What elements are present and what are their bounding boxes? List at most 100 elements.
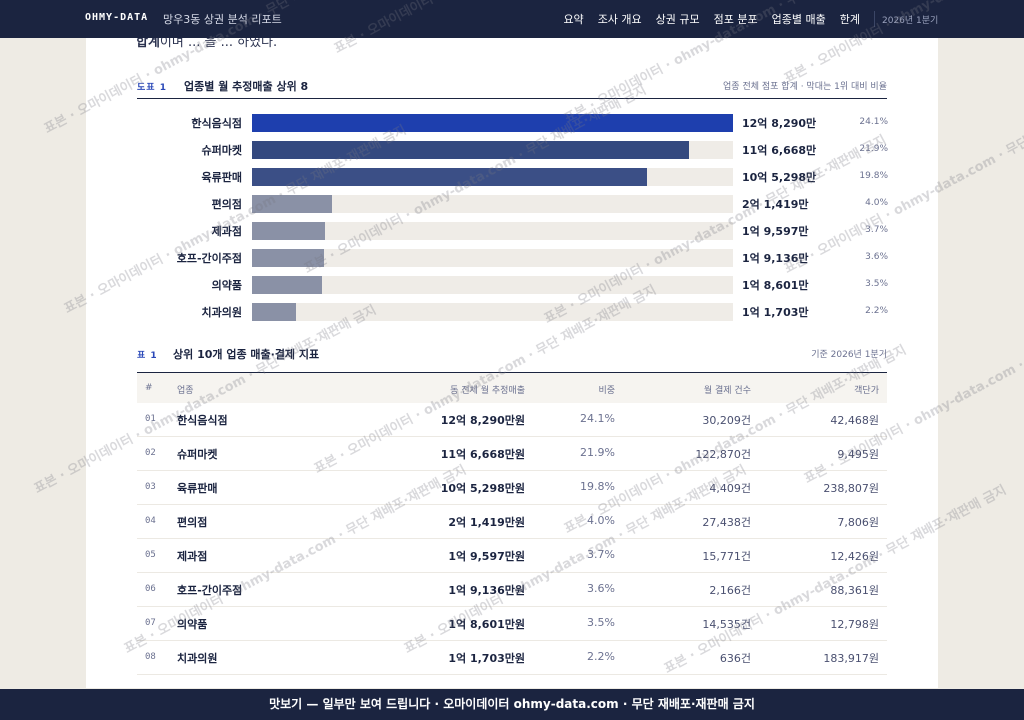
nav-menu: 요약 조사 개요 상권 규모 점포 분포 업종별 매출 한계 — [563, 11, 860, 27]
industry-name: 제과점 — [177, 550, 208, 563]
bar — [252, 195, 332, 213]
payment-count: 4,409건 — [709, 482, 751, 495]
figure1-header: 도표 1 업종별 월 추정매출 상위 8 업종 전체 점포 합계 · 막대는 1… — [137, 76, 887, 99]
bar-track — [252, 168, 733, 186]
payment-count: 2,166건 — [709, 584, 751, 597]
nav-item-market-size[interactable]: 상권 규모 — [655, 13, 700, 26]
table1-title: 상위 10개 업종 매출·결제 지표 — [173, 348, 320, 361]
row-number: 03 — [145, 482, 156, 492]
table-row: 01 한식음식점 12억 8,290만원 24.1% 30,209건 42,468원 — [137, 402, 887, 437]
row-number: 06 — [145, 584, 156, 594]
nav-item-store-distribution[interactable]: 점포 분포 — [713, 13, 758, 26]
industry-name: 치과의원 — [177, 652, 218, 665]
bar-label: 호프-간이주점 — [176, 252, 242, 265]
average-ticket: 42,468원 — [830, 414, 879, 427]
sales-share: 4.0% — [587, 514, 615, 527]
payment-count: 27,438건 — [702, 516, 751, 529]
report-page: 합계이며 ... 을 ... 하였다. 도표 1 업종별 월 추정매출 상위 8… — [86, 38, 938, 688]
sales-share: 19.8% — [580, 480, 615, 493]
bar — [252, 303, 296, 321]
nav-item-sales-by-industry[interactable]: 업종별 매출 — [771, 13, 826, 26]
bar-label: 편의점 — [211, 198, 242, 211]
bar-share-label: 3.5% — [865, 279, 888, 289]
report-title: 망우3동 상권 분석 리포트 — [163, 13, 282, 26]
table-row: 05 제과점 1억 9,597만원 3.7% 15,771건 12,426원 — [137, 538, 887, 573]
bar-value-label: 1억 8,601만 — [742, 279, 809, 292]
payment-count: 15,771건 — [702, 550, 751, 563]
col-header-sales: 동 전체 월 추정매출 — [450, 386, 525, 396]
bar-value-label: 1억 1,703만 — [742, 306, 809, 319]
average-ticket: 183,917원 — [823, 652, 879, 665]
bar-value-label: 10억 5,298만 — [742, 171, 817, 184]
row-number: 02 — [145, 448, 156, 458]
bar-value-label: 1억 9,597만 — [742, 225, 809, 238]
payment-count: 122,870건 — [695, 448, 751, 461]
bar-track — [252, 249, 733, 267]
bar-share-label: 4.0% — [865, 198, 888, 208]
bar-share-label: 3.7% — [865, 225, 888, 235]
bar-label: 의약품 — [211, 279, 242, 292]
sales-share: 3.5% — [587, 616, 615, 629]
bar-label: 제과점 — [211, 225, 242, 238]
bar-share-label: 2.2% — [865, 306, 888, 316]
bar-share-label: 24.1% — [859, 117, 888, 127]
industry-name: 한식음식점 — [177, 414, 228, 427]
brand-logo[interactable]: OHMY-DATA — [85, 12, 149, 23]
bar — [252, 141, 689, 159]
industry-name: 편의점 — [177, 516, 208, 529]
nav-item-overview[interactable]: 조사 개요 — [597, 13, 642, 26]
sales-share: 21.9% — [580, 446, 615, 459]
bar-track — [252, 141, 733, 159]
intro-bold: 합계 — [136, 38, 160, 50]
bar — [252, 168, 647, 186]
intro-paragraph-cut: 합계이며 ... 을 ... 하였다. — [136, 38, 277, 50]
table-header-row: # 업종 동 전체 월 추정매출 비중 월 결제 건수 객단가 — [137, 372, 887, 403]
bar — [252, 249, 324, 267]
bar-label: 육류판매 — [201, 171, 242, 184]
row-number: 01 — [145, 414, 156, 424]
bar-value-label: 12억 8,290만 — [742, 117, 817, 130]
row-number: 07 — [145, 618, 156, 628]
monthly-sales: 1억 1,703만원 — [448, 652, 525, 665]
sales-share: 3.7% — [587, 548, 615, 561]
period-label: 2026년 1분기 — [882, 16, 939, 26]
figure1-title: 업종별 월 추정매출 상위 8 — [184, 80, 309, 93]
bar-track — [252, 222, 733, 240]
bar-label: 치과의원 — [201, 306, 242, 319]
bar — [252, 222, 325, 240]
bar-share-label: 3.6% — [865, 252, 888, 262]
bar — [252, 114, 733, 132]
nav-divider — [874, 11, 875, 27]
table1-tag: 표 1 — [137, 351, 158, 361]
payment-count: 14,535건 — [702, 618, 751, 631]
payment-count: 30,209건 — [702, 414, 751, 427]
monthly-sales: 1억 9,136만원 — [448, 584, 525, 597]
preview-banner: 맛보기 — 일부만 보여 드립니다 · 오마이데이터 ohmy-data.com… — [0, 689, 1024, 720]
top-nav-bar: OHMY-DATA 망우3동 상권 분석 리포트 요약 조사 개요 상권 규모 … — [0, 0, 1024, 38]
intro-rest: 이며 ... 을 ... 하였다. — [159, 38, 278, 50]
table-row: 08 치과의원 1억 1,703만원 2.2% 636건 183,917원 — [137, 640, 887, 675]
table-row: 06 호프-간이주점 1억 9,136만원 3.6% 2,166건 88,361원 — [137, 572, 887, 607]
monthly-sales: 10억 5,298만원 — [440, 482, 525, 495]
col-header-count: 월 결제 건수 — [703, 386, 751, 396]
monthly-sales: 2억 1,419만원 — [448, 516, 525, 529]
figure1-note: 업종 전체 점포 합계 · 막대는 1위 대비 비율 — [723, 82, 887, 92]
bar-track — [252, 195, 733, 213]
col-header-industry: 업종 — [177, 386, 194, 396]
table-row: 02 슈퍼마켓 11억 6,668만원 21.9% 122,870건 9,495원 — [137, 436, 887, 471]
sales-share: 24.1% — [580, 412, 615, 425]
table1-note: 기준 2026년 1분기 — [811, 350, 887, 360]
col-header-share: 비중 — [598, 386, 615, 396]
nav-item-limitations[interactable]: 한계 — [839, 13, 860, 26]
industry-name: 호프-간이주점 — [177, 584, 243, 597]
bar-track — [252, 114, 733, 132]
sales-share: 3.6% — [587, 582, 615, 595]
monthly-sales: 11억 6,668만원 — [440, 448, 525, 461]
figure1-tag: 도표 1 — [137, 83, 167, 93]
bar-track — [252, 303, 733, 321]
bar-share-label: 19.8% — [859, 171, 888, 181]
col-header-avg: 객단가 — [854, 386, 879, 396]
nav-item-summary[interactable]: 요약 — [563, 13, 584, 26]
monthly-sales: 12억 8,290만원 — [440, 414, 525, 427]
row-number: 08 — [145, 652, 156, 662]
